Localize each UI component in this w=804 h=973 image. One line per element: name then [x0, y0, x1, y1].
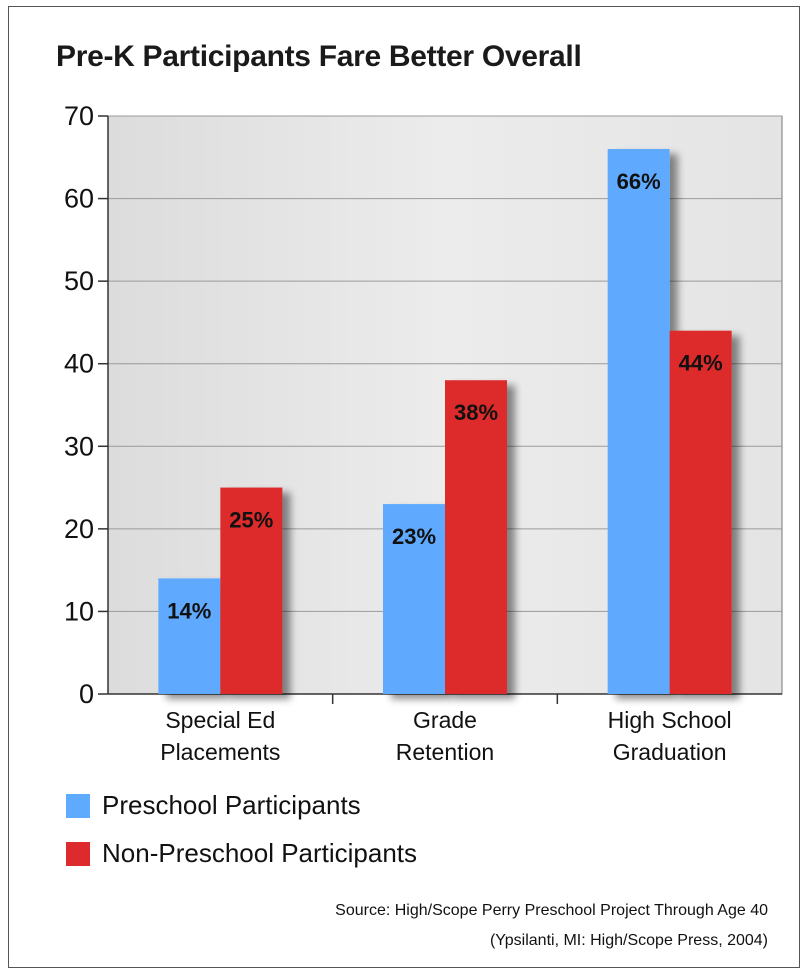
- y-tick-label: 20: [64, 514, 94, 544]
- source-line-1: Source: High/Scope Perry Preschool Proje…: [335, 902, 768, 919]
- legend-label-preschool: Preschool Participants: [102, 790, 361, 820]
- category-label-2: Grade: [413, 707, 477, 733]
- y-tick-label: 60: [64, 184, 94, 214]
- data-label-non-preschool-1: 25%: [229, 508, 273, 533]
- data-label-non-preschool-2: 38%: [454, 400, 498, 425]
- bar-preschool-3: [607, 149, 670, 694]
- legend-item-preschool: Preschool Participants: [66, 790, 361, 821]
- category-label-2: Retention: [396, 739, 494, 765]
- data-label-preschool-2: 23%: [392, 524, 436, 549]
- bar-preschool-1: [158, 578, 221, 694]
- y-tick-label: 50: [64, 266, 94, 296]
- legend-swatch-preschool: [66, 793, 90, 818]
- category-label-1: Special Ed: [165, 707, 275, 733]
- bar-preschool-2: [383, 504, 445, 694]
- data-label-preschool-3: 66%: [617, 169, 661, 194]
- legend-label-non-preschool: Non-Preschool Participants: [102, 838, 418, 868]
- category-label-3: Graduation: [613, 739, 727, 765]
- bar-non-preschool-2: [445, 380, 507, 694]
- y-tick-label: 40: [64, 349, 94, 379]
- y-tick-label: 0: [79, 679, 94, 709]
- y-tick-label: 30: [64, 431, 94, 461]
- source-note: Source: High/Scope Perry Preschool Proje…: [335, 896, 768, 956]
- y-tick-label: 10: [64, 596, 94, 626]
- legend-swatch-non-preschool: [66, 841, 90, 866]
- bar-chart: 0 10 20 30 40 50 60 70 14% 25% Special Ed Placement…: [64, 101, 783, 765]
- y-tick-label: 70: [64, 101, 94, 131]
- legend-item-non-preschool: Non-Preschool Participants: [66, 838, 417, 869]
- data-label-preschool-1: 14%: [167, 598, 211, 623]
- bar-non-preschool-1: [220, 487, 283, 694]
- chart-title: Pre-K Participants Fare Better Overall: [56, 40, 582, 73]
- data-label-non-preschool-3: 44%: [679, 351, 723, 376]
- source-line-2: (Ypsilanti, MI: High/Scope Press, 2004): [489, 932, 768, 949]
- bar-non-preschool-3: [669, 330, 732, 694]
- category-label-3: High School: [608, 707, 732, 733]
- category-label-1: Placements: [160, 739, 280, 765]
